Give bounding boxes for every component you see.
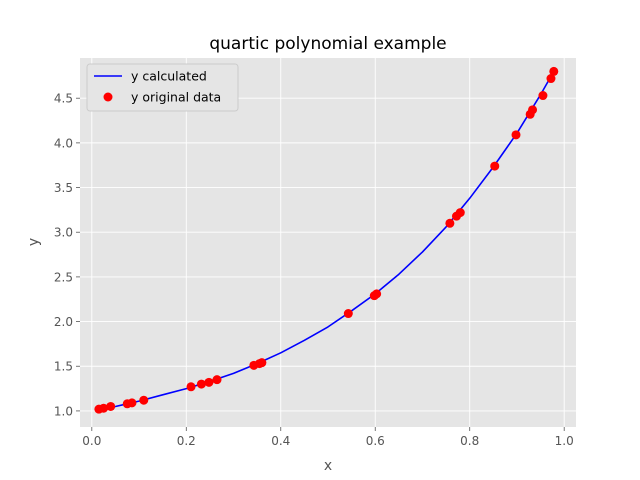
grid-lines [80,58,576,427]
legend-box [86,63,239,112]
y-tick-label: 1.5 [54,360,73,374]
data-point [455,208,465,218]
x-axis-label: x [324,458,332,474]
data-point [204,377,214,387]
legend-marker-swatch [103,92,113,102]
y-axis-label: y [26,238,42,246]
data-point [546,74,556,84]
data-point [511,130,521,140]
y-tick-label: 2.0 [54,315,73,329]
x-tick-label: 0.2 [177,434,196,448]
data-point [445,218,455,228]
data-point [196,379,206,389]
x-tick-label: 0.4 [271,434,290,448]
x-tick-label: 0.0 [82,434,101,448]
data-point [528,105,538,115]
y-tick-label: 2.5 [54,270,73,284]
data-point [99,403,109,413]
y-tick-label: 1.0 [54,404,73,418]
x-tick-label: 0.6 [366,434,385,448]
data-point [257,358,267,368]
data-point [549,66,559,76]
legend-label-y-original-data: y original data [131,90,221,105]
data-point [212,375,222,385]
plot-background [80,58,576,427]
data-point [106,401,116,411]
data-point [490,161,500,171]
data-point [343,309,353,319]
data-point [186,382,196,392]
data-point [538,91,548,101]
y-tick-label: 3.0 [54,226,73,240]
data-point [372,289,382,299]
data-point [127,398,137,408]
x-tick-label: 1.0 [555,434,574,448]
y-tick-label: 4.5 [54,92,73,106]
legend-label-y-calculated: y calculated [131,69,207,84]
legend: y calculated y original data [86,63,239,112]
line-series [98,71,555,410]
line-y-calculated [98,71,555,410]
axis-ticks: 0.0 0.2 0.4 0.6 0.8 1.0 1.0 1.5 2.0 2.5 3.0 3.5 4.0 4… [54,92,574,448]
chart-title: quartic polynomial example [209,34,446,54]
y-tick-label: 4.0 [54,136,73,150]
data-point [139,395,149,405]
y-tick-label: 3.5 [54,181,73,195]
x-tick-label: 0.8 [460,434,479,448]
scatter-series [94,66,559,414]
